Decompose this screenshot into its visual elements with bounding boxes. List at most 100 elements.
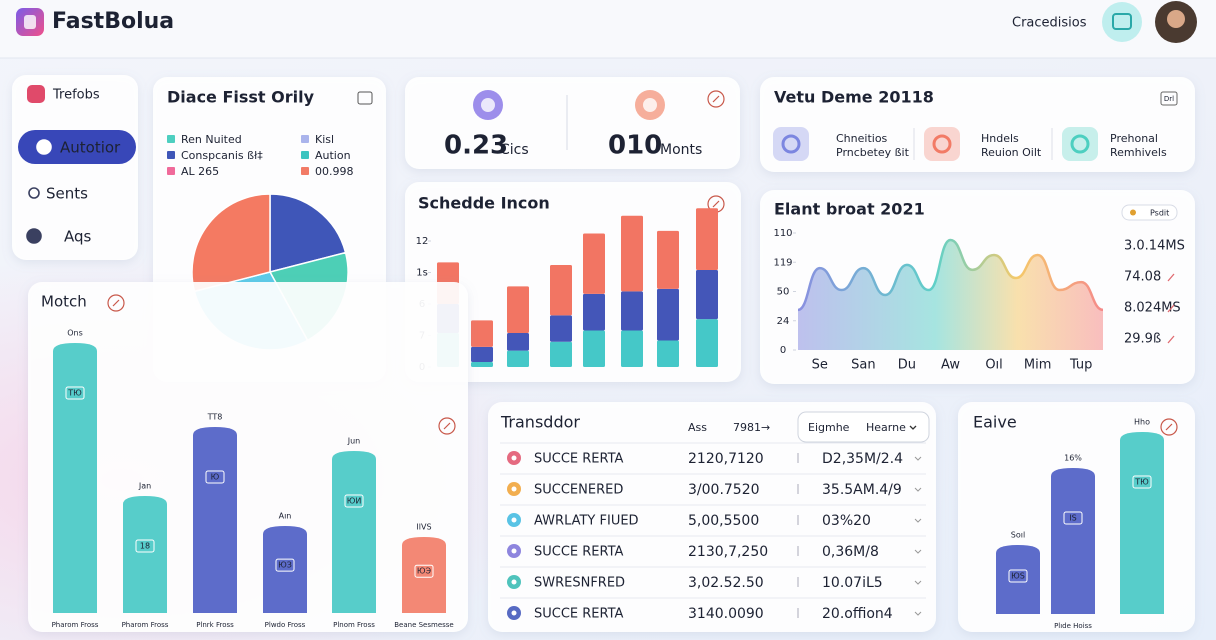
bar <box>123 496 167 613</box>
row-amount: 3/00.7520 <box>688 482 760 498</box>
row-chevron[interactable] <box>914 518 922 523</box>
row-icon-dot <box>511 548 517 554</box>
side-value: 74.08 <box>1124 270 1161 285</box>
item-line: Prncbetey ßit <box>836 146 910 159</box>
header-link[interactable]: Cracedisios <box>1012 16 1087 31</box>
bar <box>263 526 307 613</box>
card-menu-icon-arrow <box>712 95 720 103</box>
item-icon-core <box>781 134 801 154</box>
y-tick-label: 50 <box>777 287 790 298</box>
kpi-icon-inner <box>481 98 495 112</box>
card-menu-icon[interactable] <box>1160 418 1178 436</box>
sidebar-item[interactable]: Sents <box>46 185 88 203</box>
bar-label-box <box>1063 511 1083 525</box>
bar-top-label: Hho <box>1134 418 1150 427</box>
item-icon-core <box>932 134 952 154</box>
y-tick-label: 0 <box>780 345 786 356</box>
card-title: Motch <box>41 293 87 311</box>
stacked-bar <box>657 230 679 289</box>
card-menu-icon-arrow <box>443 422 451 430</box>
stacked-bar <box>696 319 718 367</box>
stacked-bar <box>507 286 529 333</box>
dropdown-label[interactable]: Hearne <box>866 421 906 434</box>
sidebar-item[interactable]: Aqs <box>64 228 92 246</box>
pie-slice <box>269 193 347 273</box>
stacked-bar <box>657 340 679 367</box>
row-amount: 3,02.52.50 <box>688 575 764 591</box>
bar <box>1051 468 1095 614</box>
card-button-icon <box>1130 209 1136 216</box>
sidebar-item[interactable]: Trefobs <box>52 88 100 103</box>
legend-swatch <box>301 135 309 143</box>
row-chevron[interactable] <box>914 487 922 492</box>
bar-label-box <box>65 386 85 400</box>
row-chevron[interactable] <box>914 611 922 616</box>
side-icon <box>1167 273 1175 282</box>
bar <box>193 427 237 613</box>
card-menu-icon[interactable] <box>438 417 456 435</box>
x-tick-label: Mim <box>1024 358 1052 373</box>
x-tick-label: Oıl <box>985 358 1002 373</box>
bar <box>332 451 376 613</box>
item-line: Prehonal <box>1110 132 1158 145</box>
dropdown-label[interactable]: Eigmhe <box>808 421 850 434</box>
x-tick-label: Tup <box>1069 358 1092 373</box>
side-value: 3.0.14MS <box>1124 239 1185 254</box>
legend-label: Aution <box>315 149 351 162</box>
stacked-bar <box>471 346 493 362</box>
x-tick-label: Du <box>898 358 916 373</box>
card-title: Elant broat 2021 <box>774 200 925 219</box>
row-chevron[interactable] <box>914 549 922 554</box>
stacked-bar <box>696 269 718 320</box>
bar <box>1120 432 1164 614</box>
bar-inner-label: 18 <box>140 542 150 551</box>
bar-label-box <box>205 470 225 484</box>
side-icon <box>1167 304 1175 313</box>
stacked-bar <box>583 330 605 367</box>
sidebar-item[interactable]: Autotior <box>60 139 121 157</box>
stacked-bar <box>550 315 572 342</box>
kpi-icon-inner <box>643 98 657 112</box>
stacked-bar <box>621 291 643 331</box>
tag: Drl <box>1164 95 1174 103</box>
row-amount: 2120,7120 <box>688 451 764 467</box>
row-chevron[interactable] <box>914 580 922 585</box>
sidebar-active[interactable] <box>18 130 136 164</box>
bar-label-box <box>135 539 155 553</box>
item-line: Chneitios <box>836 132 888 145</box>
row-chevron[interactable] <box>914 456 922 461</box>
row-value: 20.offion4 <box>822 606 893 622</box>
card-menu-icon[interactable] <box>357 91 373 105</box>
stacked-bar <box>507 332 529 351</box>
card-menu-icon-arrow <box>712 200 720 208</box>
legend-label: Kisl <box>315 133 334 146</box>
sidebar-icon <box>36 139 52 155</box>
y-tick-label: 1s <box>416 268 428 279</box>
item-icon <box>773 127 809 161</box>
bar-inner-label: ЮЗ <box>278 561 292 570</box>
brand: FastBolua <box>52 9 174 34</box>
area-line <box>797 238 1104 312</box>
dropdown[interactable] <box>797 411 930 443</box>
kpi-value: 0.23 <box>444 131 508 161</box>
x-tick-label: Plnom Fross <box>333 621 375 629</box>
card-title: Schedde Incon <box>418 194 550 213</box>
logo-glyph <box>24 15 36 29</box>
side-icon <box>1167 335 1175 344</box>
sidebar-icon <box>28 187 40 199</box>
legend-swatch <box>301 151 309 159</box>
card-button-label[interactable]: Psdit <box>1150 209 1169 218</box>
card-menu-icon[interactable] <box>107 294 125 312</box>
item-icon-core <box>1070 134 1090 154</box>
x-tick-label: Se <box>812 358 828 373</box>
card-menu-icon[interactable] <box>707 90 725 108</box>
card-button[interactable] <box>1121 204 1178 221</box>
card-title: Vetu Deme 20118 <box>774 88 934 107</box>
bar-top-label: TT8 <box>207 413 223 422</box>
y-tick-label: 24 <box>777 316 790 327</box>
kpi-unit: Monts <box>660 142 702 158</box>
side-value: 8.024MS <box>1124 301 1181 316</box>
row-name: SUCCE RERTA <box>534 607 624 622</box>
x-tick-label: San <box>851 358 875 373</box>
header-icon[interactable] <box>1102 2 1142 42</box>
